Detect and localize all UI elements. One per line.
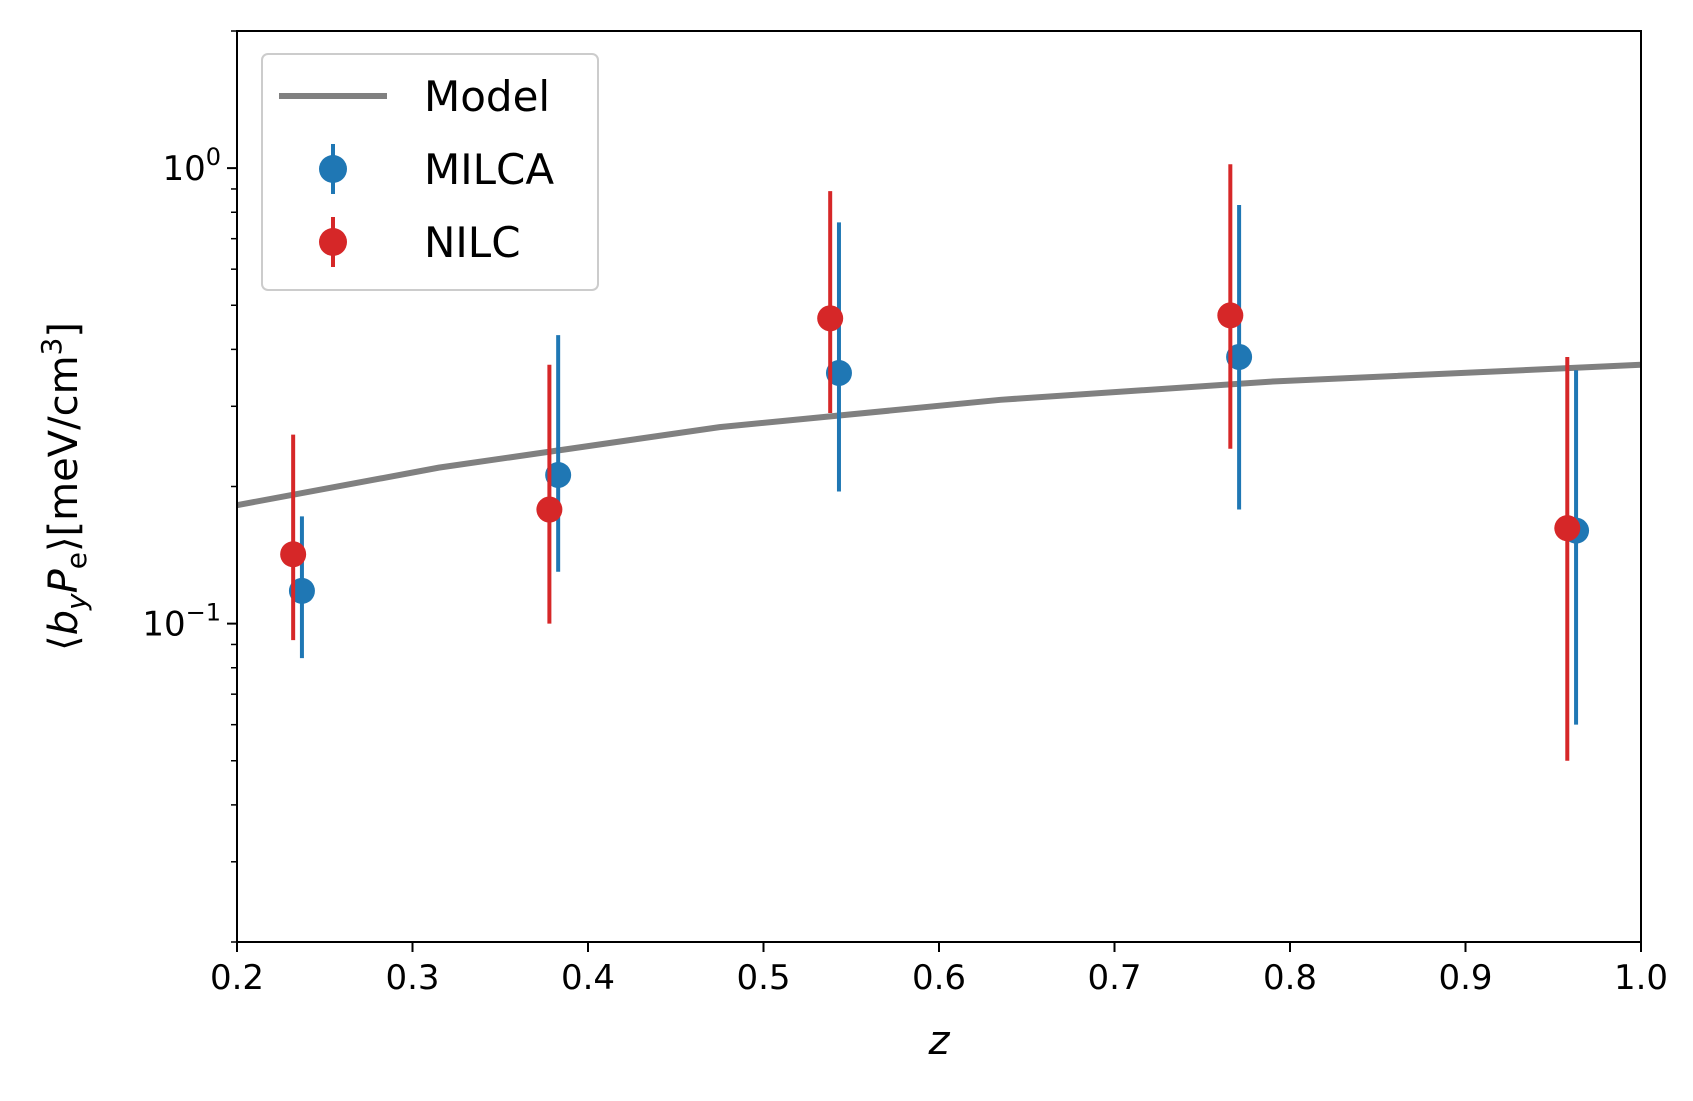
legend-nilc-label: NILC [424, 218, 521, 267]
data-point-nilc [280, 541, 307, 568]
y-label-p-sub: e [60, 552, 93, 569]
x-axis-label: z [928, 1018, 951, 1064]
x-tick-label: 0.2 [210, 958, 264, 998]
legend-entry-milca: MILCA [319, 144, 554, 194]
legend-milca-marker [319, 155, 347, 183]
y-label-b: b [41, 610, 87, 635]
y-label-p: P [41, 568, 87, 593]
plot-area [237, 164, 1641, 761]
x-axis: 0.2 0.3 0.4 0.5 0.6 0.7 0.8 0.9 1.0 [210, 942, 1668, 998]
data-point-milca [825, 359, 852, 386]
data-point-milca [288, 577, 315, 604]
data-point-nilc [1554, 515, 1581, 542]
x-tick-label: 0.8 [1263, 958, 1317, 998]
x-tick-label: 0.4 [561, 958, 615, 998]
legend-box [261, 53, 599, 291]
y-label-unit-close: ] [41, 322, 87, 338]
x-tick-label: 0.9 [1438, 958, 1492, 998]
x-tick-label: 0.6 [912, 958, 966, 998]
y-label-b-sub: y [60, 593, 93, 611]
legend-model-label: Model [424, 72, 550, 121]
legend-nilc-marker [319, 228, 347, 256]
data-point-nilc [817, 305, 844, 332]
y-tick-label: 10−1 [142, 599, 221, 645]
data-point-milca [1226, 343, 1253, 370]
x-tick-label: 1.0 [1614, 958, 1668, 998]
x-tick-label: 0.3 [385, 958, 439, 998]
legend-entry-model: Model [279, 72, 550, 121]
y-tick-base: 10 [142, 605, 185, 645]
data-point-nilc [1217, 302, 1244, 329]
legend-milca-label: MILCA [424, 145, 554, 194]
legend-entry-nilc: NILC [319, 217, 521, 267]
x-tick-label: 0.7 [1087, 958, 1141, 998]
y-tick-exponent: 0 [206, 143, 221, 171]
y-axis-label: ⟨byPe⟩[meV/cm3] [35, 322, 93, 651]
data-point-nilc [536, 496, 563, 523]
y-label-close: ⟩ [41, 536, 87, 552]
legend: Model MILCA NILC [261, 53, 599, 291]
y-label-open: ⟨ [41, 635, 87, 651]
y-tick-base: 10 [162, 149, 205, 189]
y-label-unit-sup: 3 [35, 338, 68, 356]
y-tick-exponent: −1 [186, 599, 221, 627]
x-tick-label: 0.5 [736, 958, 790, 998]
y-tick-label: 100 [162, 143, 221, 189]
series-line-model [237, 361, 1641, 509]
data-point-milca [545, 461, 572, 488]
y-label-unit: [meV/cm [41, 355, 87, 536]
